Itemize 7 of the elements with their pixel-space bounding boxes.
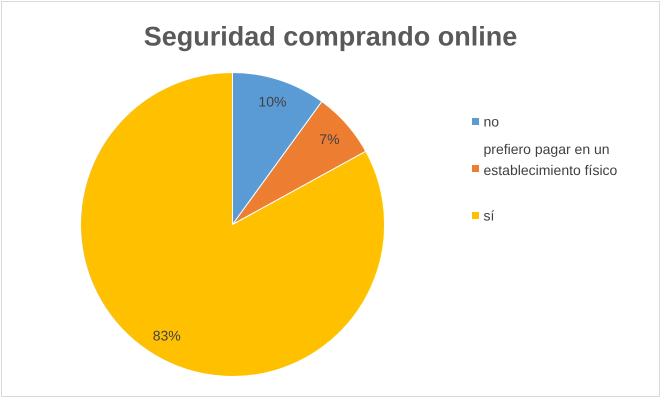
legend-label: prefiero pagar en un establecimiento físico [484, 141, 618, 178]
data-label: 10% [258, 94, 286, 110]
legend-label: no [484, 114, 500, 130]
legend-label: sí [484, 208, 494, 224]
chart-title: Seguridad comprando online [144, 22, 518, 52]
data-label: 7% [319, 131, 340, 148]
data-label: 83% [152, 328, 181, 344]
